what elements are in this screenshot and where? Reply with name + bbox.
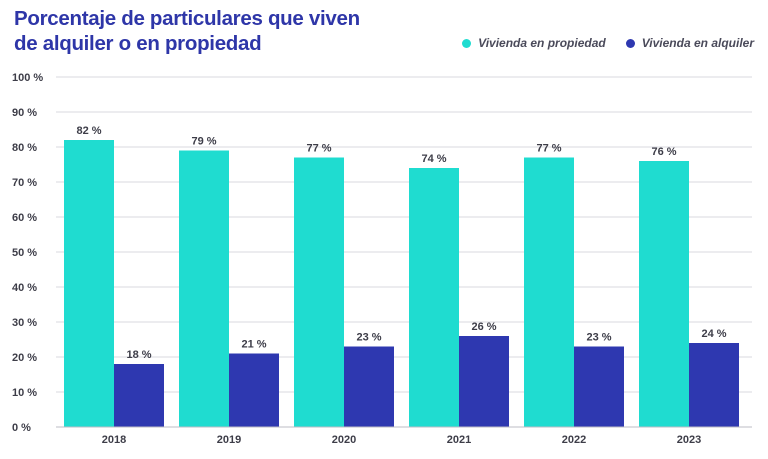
data-label-alquiler-2021: 26 % [471,321,496,333]
data-label-propiedad-2018: 82 % [76,125,101,137]
legend-swatch-alquiler [625,38,635,48]
data-label-alquiler-2023: 24 % [701,328,726,340]
y-tick-label-20: 20 % [12,352,37,364]
y-tick-label-40: 40 % [12,282,37,294]
y-tick-label-0: 0 % [12,422,31,434]
bar-propiedad-2023 [639,161,689,427]
bar-alquiler-2023 [689,343,739,427]
bar-alquiler-2021 [459,336,509,427]
y-tick-label-80: 80 % [12,142,37,154]
y-tick-label-30: 30 % [12,317,37,329]
legend-swatch-propiedad [462,38,472,48]
data-label-propiedad-2019: 79 % [191,136,216,148]
bar-propiedad-2021 [409,168,459,427]
y-tick-label-90: 90 % [12,107,37,119]
y-tick-label-50: 50 % [12,247,37,259]
bar-alquiler-2019 [229,353,279,427]
legend-item-alquiler: Vivienda en alquiler [625,36,754,50]
data-label-alquiler-2018: 18 % [126,349,151,361]
data-label-propiedad-2022: 77 % [536,143,561,155]
bar-alquiler-2022 [574,346,624,427]
chart-legend: Vivienda en propiedad Vivienda en alquil… [462,36,754,50]
bar-alquiler-2020 [344,346,394,427]
legend-label-propiedad: Vivienda en propiedad [478,36,606,50]
chart-title: Porcentaje de particulares que viven de … [14,7,360,55]
x-tick-label-2020: 2020 [332,434,356,446]
y-tick-label-60: 60 % [12,212,37,224]
bar-alquiler-2018 [114,364,164,427]
bar-propiedad-2018 [64,140,114,427]
data-label-alquiler-2022: 23 % [586,332,611,344]
data-label-propiedad-2020: 77 % [306,143,331,155]
data-label-alquiler-2020: 23 % [356,332,381,344]
y-tick-label-70: 70 % [12,177,37,189]
bar-propiedad-2022 [524,157,574,427]
x-tick-label-2018: 2018 [102,434,126,446]
x-tick-label-2019: 2019 [217,434,241,446]
data-label-propiedad-2023: 76 % [651,146,676,158]
y-tick-label-10: 10 % [12,387,37,399]
bar-propiedad-2019 [179,150,229,427]
x-tick-label-2021: 2021 [447,434,471,446]
data-label-propiedad-2021: 74 % [421,153,446,165]
legend-label-alquiler: Vivienda en alquiler [641,36,754,50]
bar-propiedad-2020 [294,157,344,427]
data-label-alquiler-2019: 21 % [241,339,266,351]
x-tick-label-2023: 2023 [677,434,701,446]
x-tick-label-2022: 2022 [562,434,586,446]
y-tick-label-100: 100 % [12,72,43,84]
legend-item-propiedad: Vivienda en propiedad [462,36,606,50]
